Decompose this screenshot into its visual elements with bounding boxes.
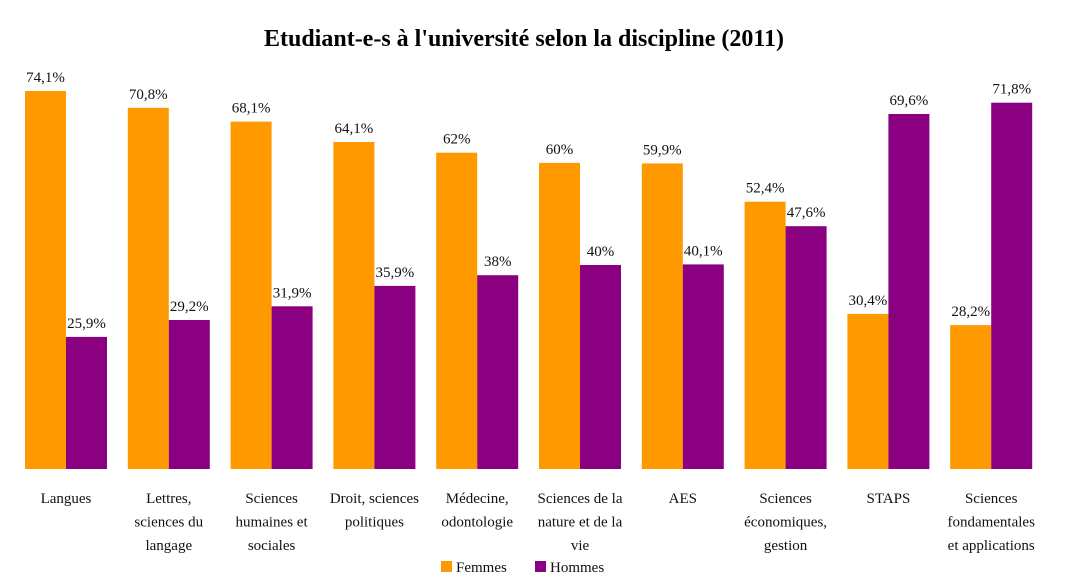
category-label-1: Lettres, sciences du langage (134, 491, 203, 554)
bar-hommes-8 (888, 114, 930, 469)
bar-femmes-8 (847, 313, 889, 469)
bar-femmes-9 (950, 325, 992, 469)
legend: Femmes Hommes (441, 560, 604, 576)
data-labels-group: 74,1% 25,9% 70,8% 29,2% 68,1% 31,9% 64,1% 35,9%… (26, 70, 1031, 332)
category-label-9: Sciences fondamentales et applications (947, 491, 1035, 554)
data-label-femmes-3: 64,1% (335, 121, 374, 137)
data-label-femmes-1: 70,8% (129, 87, 168, 103)
category-label-0: Langues (41, 491, 92, 507)
category-label-6: AES (669, 491, 697, 507)
bar-hommes-0 (66, 336, 107, 469)
data-label-hommes-2: 31,9% (273, 285, 312, 301)
data-label-hommes-1: 29,2% (170, 299, 209, 315)
data-label-femmes-5: 60% (546, 142, 574, 158)
bar-hommes-6 (682, 264, 724, 469)
bar-hommes-3 (374, 285, 416, 469)
bar-hommes-5 (580, 265, 621, 469)
bar-hommes-7 (785, 226, 827, 469)
category-label-4: Médecine, odontologie (441, 491, 513, 531)
data-label-hommes-6: 40,1% (684, 243, 723, 259)
bar-hommes-9 (991, 102, 1033, 469)
bar-femmes-1 (127, 107, 169, 470)
data-label-femmes-7: 52,4% (746, 181, 785, 197)
data-label-hommes-8: 69,6% (890, 93, 929, 109)
data-label-hommes-9: 71,8% (992, 82, 1031, 98)
bar-femmes-2 (230, 121, 272, 469)
bars-group (25, 91, 1033, 470)
bar-hommes-1 (168, 320, 210, 469)
category-label-8: STAPS (866, 491, 910, 507)
data-label-femmes-8: 30,4% (849, 293, 888, 309)
legend-label-hommes: Hommes (550, 560, 604, 576)
bar-femmes-5 (539, 162, 580, 469)
bar-femmes-0 (25, 91, 66, 469)
data-label-femmes-2: 68,1% (232, 101, 271, 117)
chart-title: Etudiant-e-s à l'université selon la dis… (264, 26, 784, 52)
bar-hommes-2 (271, 306, 313, 469)
bar-hommes-4 (477, 275, 519, 469)
data-label-hommes-5: 40% (587, 244, 615, 260)
data-label-femmes-0: 74,1% (26, 70, 65, 86)
category-label-7: Sciences économiques, gestion (744, 491, 827, 554)
bar-femmes-4 (436, 152, 478, 469)
data-label-femmes-4: 62% (443, 132, 471, 148)
legend-swatch-femmes (441, 561, 452, 572)
data-label-hommes-7: 47,6% (787, 205, 826, 221)
data-label-hommes-4: 38% (484, 254, 512, 270)
data-label-femmes-9: 28,2% (951, 304, 990, 320)
bar-femmes-6 (641, 163, 683, 469)
category-label-5: Sciences de la nature et de la vie (538, 491, 623, 554)
category-labels-group: Langues Lettres, sciences du langage Science… (41, 491, 1036, 554)
legend-swatch-hommes (535, 561, 546, 572)
bar-femmes-3 (333, 142, 375, 469)
data-label-hommes-0: 25,9% (67, 316, 106, 332)
category-label-2: Sciences humaines et sociales (236, 491, 309, 554)
data-label-femmes-6: 59,9% (643, 142, 682, 158)
legend-label-femmes: Femmes (456, 560, 507, 576)
data-label-hommes-3: 35,9% (376, 265, 415, 281)
category-label-3: Droit, sciences politiques (330, 491, 419, 531)
bar-femmes-7 (744, 201, 786, 469)
